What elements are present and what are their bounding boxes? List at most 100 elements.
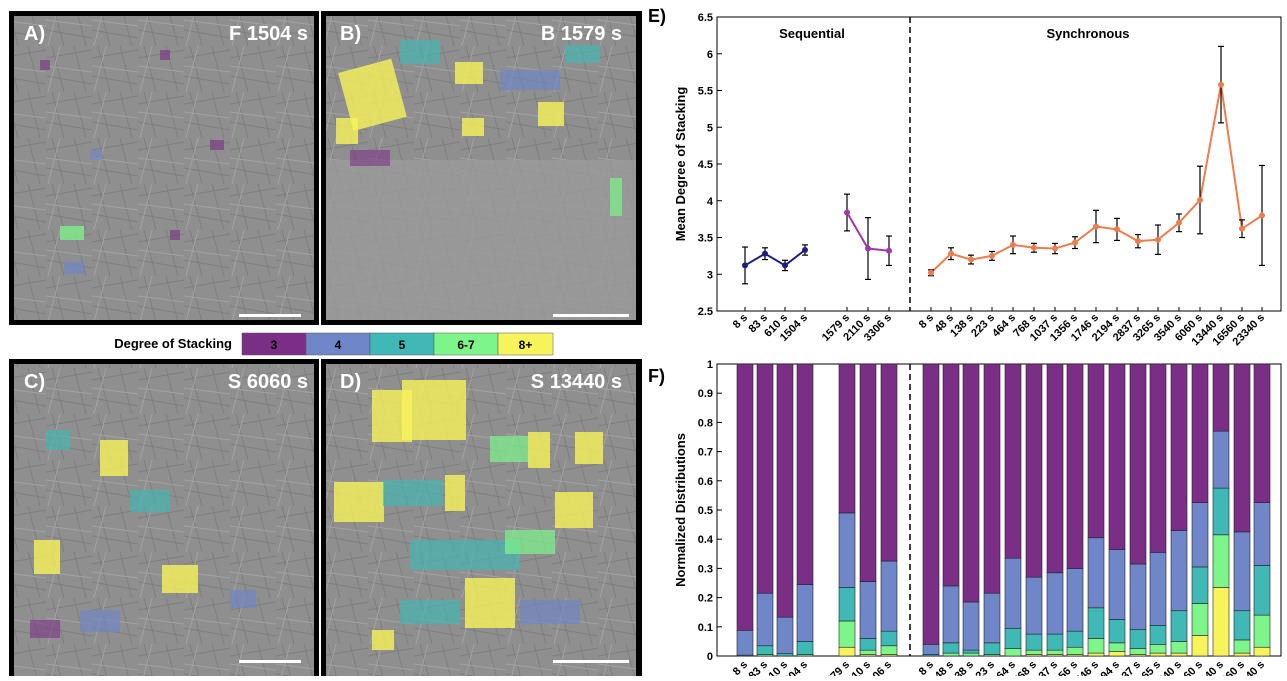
bar-segment <box>1129 363 1147 565</box>
bar-segment <box>1149 644 1167 654</box>
stack-overlays-b <box>336 40 622 216</box>
scale-bar <box>239 314 301 317</box>
scale-bar <box>239 660 301 663</box>
data-point <box>1155 236 1161 243</box>
y-tick-label: 5.5 <box>698 86 713 98</box>
bar-segment <box>838 620 856 648</box>
y-tick-label: 2.5 <box>698 306 713 318</box>
panel-c: C) S 6060 s <box>9 359 319 676</box>
bar-segment <box>983 592 1001 644</box>
data-point <box>989 252 995 259</box>
bar-segment <box>880 560 898 632</box>
y-tick-label: 0.7 <box>698 447 713 459</box>
bar-segment <box>1108 549 1126 620</box>
data-point <box>968 256 974 263</box>
bar-segment <box>838 363 856 514</box>
bar-segment <box>1170 530 1188 612</box>
bar-segment <box>736 630 754 656</box>
y-tick-label: 0.9 <box>698 388 713 400</box>
bar-segment <box>1149 363 1167 553</box>
data-point <box>886 247 892 254</box>
x-tick-label: 223 s <box>969 312 997 340</box>
legend-label: 8+ <box>519 338 533 352</box>
y-tick-label: 0.8 <box>698 417 713 429</box>
bar-segment <box>776 363 794 618</box>
legend-label: 3 <box>271 338 278 352</box>
bar-segment <box>736 363 754 631</box>
stack-overlays-a <box>40 50 224 274</box>
panel-time-label: B 1579 s <box>541 23 622 45</box>
bar-segment <box>880 363 898 562</box>
data-point <box>782 262 788 269</box>
y-tick-label: 0.1 <box>698 622 713 634</box>
bar-segment <box>1046 633 1064 651</box>
bar-segment <box>1108 642 1126 652</box>
data-point <box>948 250 954 257</box>
bar-segment <box>1212 587 1230 657</box>
data-point <box>1197 197 1203 204</box>
bar-segment <box>859 363 877 582</box>
bar-segment <box>796 641 814 655</box>
y-axis-label: Normalized Distributions <box>673 433 688 587</box>
bar-segment <box>838 587 856 622</box>
data-point <box>1135 238 1141 245</box>
panel-letter: A) <box>24 23 45 45</box>
data-point <box>1259 212 1265 219</box>
panel-letter: D) <box>340 371 361 393</box>
bar-segment <box>1129 629 1147 649</box>
bar-segment <box>756 645 774 655</box>
y-tick-label: 5 <box>707 122 713 134</box>
y-tick-label: 0 <box>707 651 713 663</box>
bar-segment <box>962 363 980 603</box>
bar-segment <box>859 581 877 639</box>
bar-segment <box>1170 610 1188 642</box>
series-line <box>744 249 806 267</box>
bar-segment <box>1087 638 1105 654</box>
bar-segment <box>1004 648 1022 657</box>
x-tick-label: 138 s <box>948 312 976 340</box>
bar-segment <box>1129 563 1147 631</box>
legend-label: 4 <box>335 338 342 352</box>
bar-segment <box>1253 614 1271 648</box>
bar-segment <box>1004 627 1022 650</box>
scale-bar <box>553 660 629 663</box>
panel-time-label: F 1504 s <box>229 23 308 45</box>
stack-overlays-c <box>30 430 256 638</box>
data-point <box>1176 219 1182 226</box>
legend-label: 5 <box>399 338 406 352</box>
bar-segment <box>1191 603 1209 636</box>
data-point <box>802 246 808 253</box>
bar-segment <box>1004 363 1022 559</box>
data-point <box>1072 239 1078 246</box>
bar-segment <box>1066 646 1084 655</box>
bar-segment <box>962 649 980 654</box>
bar-segment <box>1149 625 1167 645</box>
data-point <box>762 250 768 257</box>
data-point <box>742 262 748 269</box>
data-point <box>1031 244 1037 251</box>
x-tick-label: 1579 s <box>820 659 852 676</box>
y-tick-label: 0.3 <box>698 563 713 575</box>
bar-segment <box>1170 652 1188 657</box>
bar-segment <box>838 646 856 657</box>
y-tick-label: 4.5 <box>698 159 713 171</box>
bar-segment <box>1170 363 1188 531</box>
bar-segment <box>1233 652 1251 657</box>
bar-segment <box>756 363 774 594</box>
bar-segment <box>796 584 814 642</box>
y-tick-label: 6 <box>707 49 713 61</box>
chart-e: E) 2.5 3 3.5 4 4.5 5 5.5 6 6.5 Mean Degree of Sta… <box>648 6 1282 348</box>
bar-segment <box>1025 649 1043 655</box>
bar-segment <box>1233 610 1251 641</box>
bar-segment <box>1108 619 1126 644</box>
panel-time-label: S 6060 s <box>228 371 308 393</box>
bar-segment <box>776 616 794 654</box>
y-tick-label: 4 <box>707 196 714 208</box>
bar-segment <box>776 653 794 657</box>
y-tick-label: 3 <box>707 269 713 281</box>
data-point <box>1010 241 1016 248</box>
bar-segment <box>859 638 877 651</box>
bar-segment <box>1087 652 1105 657</box>
bar-segment <box>1046 572 1064 635</box>
